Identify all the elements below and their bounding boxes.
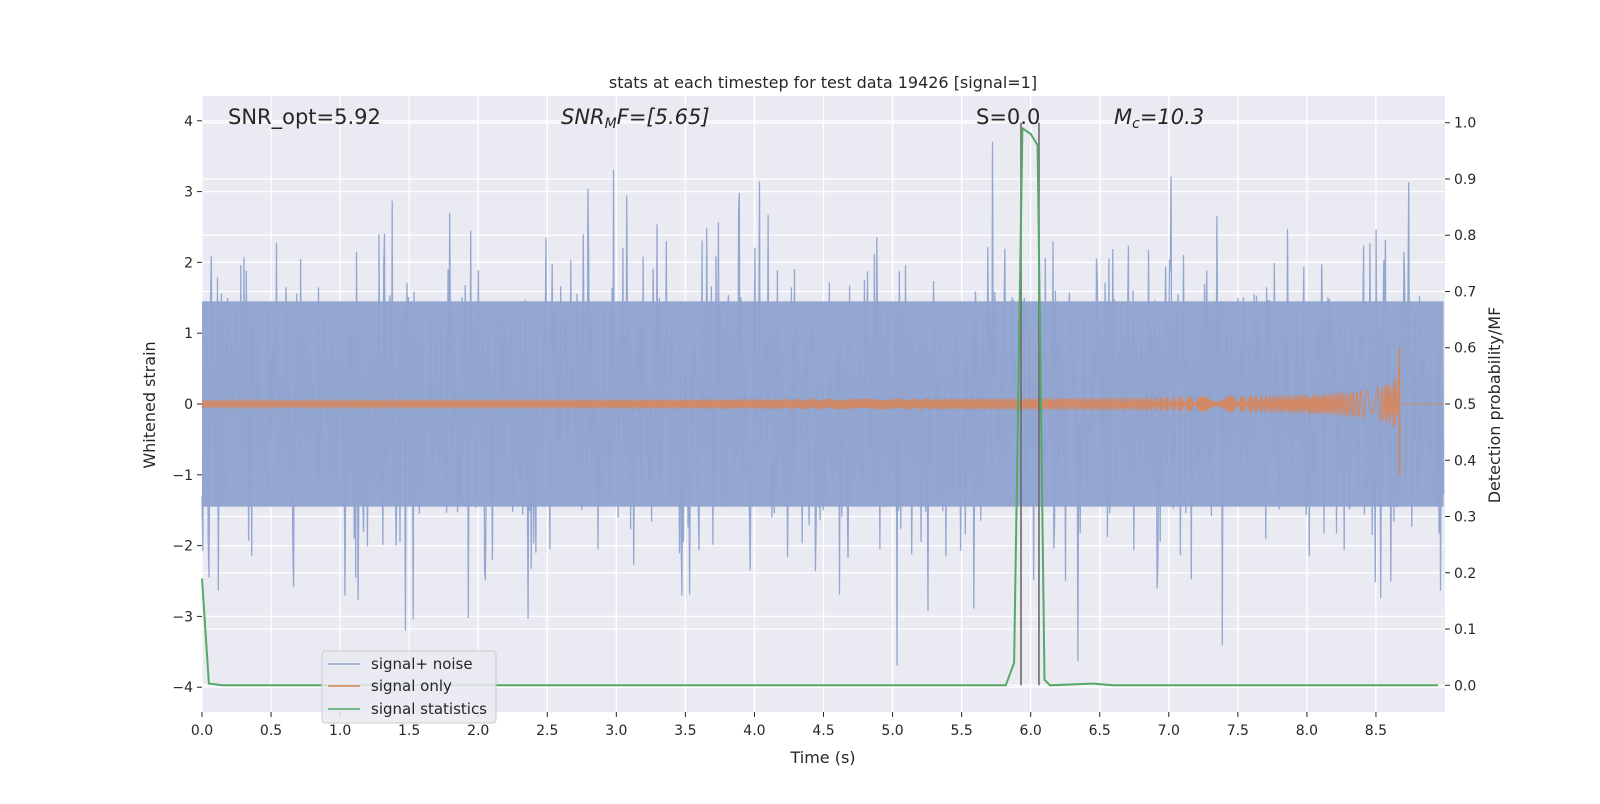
x-tick-label: 6.5	[1089, 723, 1111, 739]
x-tick-label: 4.0	[743, 723, 765, 739]
x-tick-label: 5.5	[950, 723, 972, 739]
legend-label-signal-statistics: signal statistics	[371, 700, 487, 718]
y-right-tick-label: 0.8	[1454, 228, 1476, 244]
y-left-axis-ticks: 4 3 2 1 0 −1 −2 −3 −4	[172, 114, 202, 696]
y-left-tick-label: 0	[184, 397, 193, 413]
y-right-tick-label: 0.3	[1454, 510, 1476, 526]
annotation-snr-mf: SNRMF=[5.65]	[561, 105, 710, 132]
y-right-tick-label: 0.1	[1454, 622, 1476, 638]
y-left-tick-label: −4	[172, 680, 193, 696]
x-tick-label: 0.0	[191, 723, 213, 739]
x-tick-label: 3.0	[605, 723, 627, 739]
x-tick-label: 0.5	[260, 723, 282, 739]
y-right-tick-label: 1.0	[1454, 116, 1476, 132]
y-right-axis-ticks: 1.0 0.9 0.8 0.7 0.6 0.5 0.4 0.3 0.2 0.1 0.0	[1445, 116, 1476, 694]
x-tick-label: 8.0	[1296, 723, 1318, 739]
y-left-axis-title: Whitened strain	[140, 341, 159, 468]
x-tick-label: 2.5	[536, 723, 558, 739]
plot-area	[201, 122, 1445, 687]
signal-only-line	[201, 372, 1444, 427]
y-right-tick-label: 0.0	[1454, 678, 1476, 694]
chart-title: stats at each timestep for test data 194…	[609, 73, 1037, 92]
y-left-tick-label: 3	[184, 185, 193, 201]
y-right-tick-label: 0.2	[1454, 566, 1476, 582]
annotation-s-value: S=0.0	[976, 105, 1040, 129]
legend-label-signal-only: signal only	[371, 677, 452, 695]
annotation-snr-opt: SNR_opt=5.92	[228, 105, 381, 130]
annotation-snr-mf-main: SNR	[561, 105, 605, 129]
y-left-tick-label: −2	[172, 539, 193, 555]
x-tick-label: 3.5	[674, 723, 696, 739]
annotation-snr-mf-rest: F=[5.65]	[617, 105, 710, 129]
x-axis-ticks: 0.0 0.5 1.0 1.5 2.0 2.5 3.0 3.5 4.0 4.5 5.0 5.5 6.0 6…	[191, 712, 1387, 739]
series-signal-only	[201, 347, 1444, 475]
x-tick-label: 4.5	[812, 723, 834, 739]
legend-label-signal-noise: signal+ noise	[371, 655, 473, 673]
x-tick-label: 5.0	[881, 723, 903, 739]
y-left-tick-label: 2	[184, 255, 193, 271]
y-left-tick-label: 4	[184, 114, 193, 130]
x-tick-label: 2.0	[467, 723, 489, 739]
y-right-axis-title: Detection probability/MF	[1485, 307, 1504, 504]
legend: signal+ noise signal only signal statist…	[321, 650, 497, 724]
annotation-mc-main: M	[1114, 105, 1132, 129]
legend-box	[321, 650, 497, 724]
x-tick-label: 7.5	[1227, 723, 1249, 739]
annotation-mc-sub: c	[1132, 116, 1140, 132]
x-tick-label: 6.0	[1020, 723, 1042, 739]
annotation-mc: Mc=10.3	[1114, 105, 1204, 132]
x-tick-label: 7.0	[1158, 723, 1180, 739]
x-axis-title: Time (s)	[789, 748, 855, 767]
y-right-tick-label: 0.5	[1454, 397, 1476, 413]
y-right-tick-label: 0.9	[1454, 172, 1476, 188]
y-right-tick-label: 0.7	[1454, 284, 1476, 300]
x-tick-label: 1.5	[398, 723, 420, 739]
y-left-tick-label: 1	[184, 326, 193, 342]
x-tick-label: 8.5	[1365, 723, 1387, 739]
y-left-tick-label: −1	[172, 468, 193, 484]
y-left-tick-label: −3	[172, 609, 193, 625]
annotation-snr-mf-sub: M	[605, 116, 617, 132]
y-right-tick-label: 0.4	[1454, 453, 1476, 469]
annotation-mc-rest: =10.3	[1140, 105, 1204, 129]
x-tick-label: 1.0	[329, 723, 351, 739]
y-right-tick-label: 0.6	[1454, 341, 1476, 357]
